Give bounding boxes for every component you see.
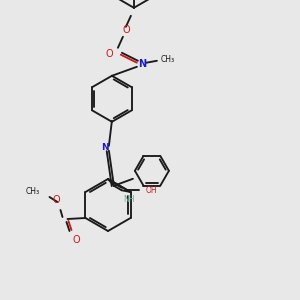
Text: O: O xyxy=(105,49,113,59)
Text: O: O xyxy=(73,235,80,245)
Text: O: O xyxy=(53,195,60,205)
Text: N: N xyxy=(138,59,146,69)
Text: OH: OH xyxy=(146,186,157,195)
Text: O: O xyxy=(122,25,130,35)
Text: NH: NH xyxy=(123,195,135,204)
Text: CH₃: CH₃ xyxy=(161,55,175,64)
Text: CH₃: CH₃ xyxy=(26,188,40,196)
Text: N: N xyxy=(101,143,109,152)
